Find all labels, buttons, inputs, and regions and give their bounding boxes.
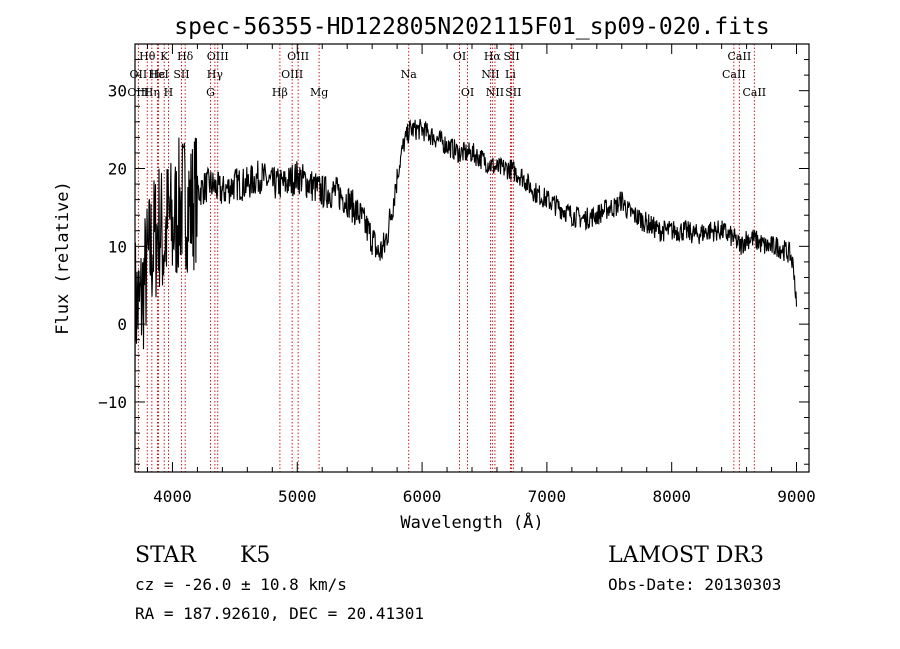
line-label: OIII	[287, 50, 309, 63]
line-label: OIII	[127, 86, 149, 99]
line-label: NII	[486, 86, 504, 99]
x-tick-label: 5000	[278, 487, 317, 506]
x-tick-label: 4000	[153, 487, 192, 506]
spectral-line-markers	[137, 44, 755, 472]
spectral-line-labels: Hθ OII OIII K Hε Hη Hδ HeI SII H OIII Hγ G Hβ OIII OIII…	[127, 50, 766, 99]
line-label: Hε	[150, 68, 166, 81]
plot-frame	[134, 43, 810, 473]
x-tick-label: 9000	[777, 487, 816, 506]
line-label: CaII	[728, 50, 752, 63]
cz-value: cz = -26.0 ± 10.8 km/s	[135, 575, 347, 594]
subclass-label: K5	[240, 543, 270, 568]
y-tick-label: 0	[117, 315, 127, 334]
spectrum-line	[134, 119, 798, 371]
y-tick-label: 10	[108, 237, 127, 256]
line-label: Hη	[144, 86, 160, 99]
survey-label: LAMOST DR3	[608, 543, 764, 568]
y-tick-label: 30	[108, 82, 127, 101]
line-label: Hθ	[139, 50, 156, 63]
line-label: K	[160, 50, 169, 63]
line-label: OI	[461, 86, 474, 99]
line-label: Li	[505, 68, 516, 81]
x-tick-label: 6000	[403, 487, 442, 506]
line-label: Hα	[484, 50, 502, 63]
line-label: G	[206, 86, 215, 99]
line-label: H	[164, 86, 174, 99]
line-label: SII	[173, 68, 189, 81]
line-label: Hγ	[207, 68, 224, 81]
line-label: OIII	[207, 50, 229, 63]
x-tick-label: 7000	[528, 487, 567, 506]
y-tick-label: −10	[98, 393, 127, 412]
line-label: OIII	[281, 68, 303, 81]
line-label: CaII	[722, 68, 746, 81]
x-axis-label: Wavelength (Å)	[400, 511, 543, 533]
obs-date: Obs-Date: 20130303	[608, 575, 781, 594]
class-label: STAR	[135, 543, 197, 568]
line-label: Hδ	[177, 50, 194, 63]
x-tick-label: 8000	[652, 487, 691, 506]
line-label: Hβ	[272, 86, 288, 99]
line-label: Na	[401, 68, 418, 81]
line-label: SII	[503, 50, 519, 63]
line-label: NII	[481, 68, 499, 81]
line-label: Mg	[310, 86, 328, 99]
y-axis-label: Flux (relative)	[53, 181, 73, 335]
ra-dec: RA = 187.92610, DEC = 20.41301	[135, 604, 424, 623]
line-label: OII	[130, 68, 148, 81]
x-axis: 4000 5000 6000 7000 8000 9000	[146, 44, 816, 506]
chart-title: spec-56355-HD122805N202115F01_sp09-020.f…	[174, 14, 769, 40]
line-label: HeI	[148, 68, 168, 81]
line-label: CaII	[742, 86, 766, 99]
y-axis: −10 0 10 20 30	[98, 43, 809, 465]
line-label: OI	[453, 50, 466, 63]
y-tick-label: 20	[108, 160, 127, 179]
line-label: SII	[505, 86, 521, 99]
